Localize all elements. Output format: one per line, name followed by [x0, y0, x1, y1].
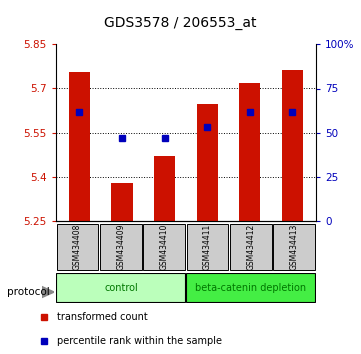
Bar: [57, 224, 99, 270]
Text: control: control: [104, 282, 138, 293]
Text: GSM434408: GSM434408: [73, 224, 82, 270]
Text: GDS3578 / 206553_at: GDS3578 / 206553_at: [104, 16, 257, 30]
Bar: [111, 183, 132, 221]
Polygon shape: [42, 286, 54, 298]
Bar: [282, 70, 303, 221]
Bar: [239, 83, 261, 221]
Text: protocol: protocol: [7, 287, 50, 297]
Bar: [197, 104, 218, 221]
Text: GSM434411: GSM434411: [203, 224, 212, 270]
Bar: [187, 224, 229, 270]
Text: GSM434410: GSM434410: [160, 224, 169, 270]
Text: GSM434413: GSM434413: [290, 224, 299, 270]
Bar: [100, 224, 142, 270]
Bar: [143, 224, 185, 270]
Bar: [230, 224, 272, 270]
Text: beta-catenin depletion: beta-catenin depletion: [195, 282, 306, 293]
Bar: [56, 273, 186, 302]
Bar: [186, 273, 316, 302]
Text: GSM434412: GSM434412: [247, 224, 255, 270]
Bar: [154, 156, 175, 221]
Bar: [273, 224, 315, 270]
Text: percentile rank within the sample: percentile rank within the sample: [57, 336, 222, 346]
Bar: [69, 72, 90, 221]
Text: transformed count: transformed count: [57, 312, 148, 322]
Text: GSM434409: GSM434409: [117, 224, 125, 270]
